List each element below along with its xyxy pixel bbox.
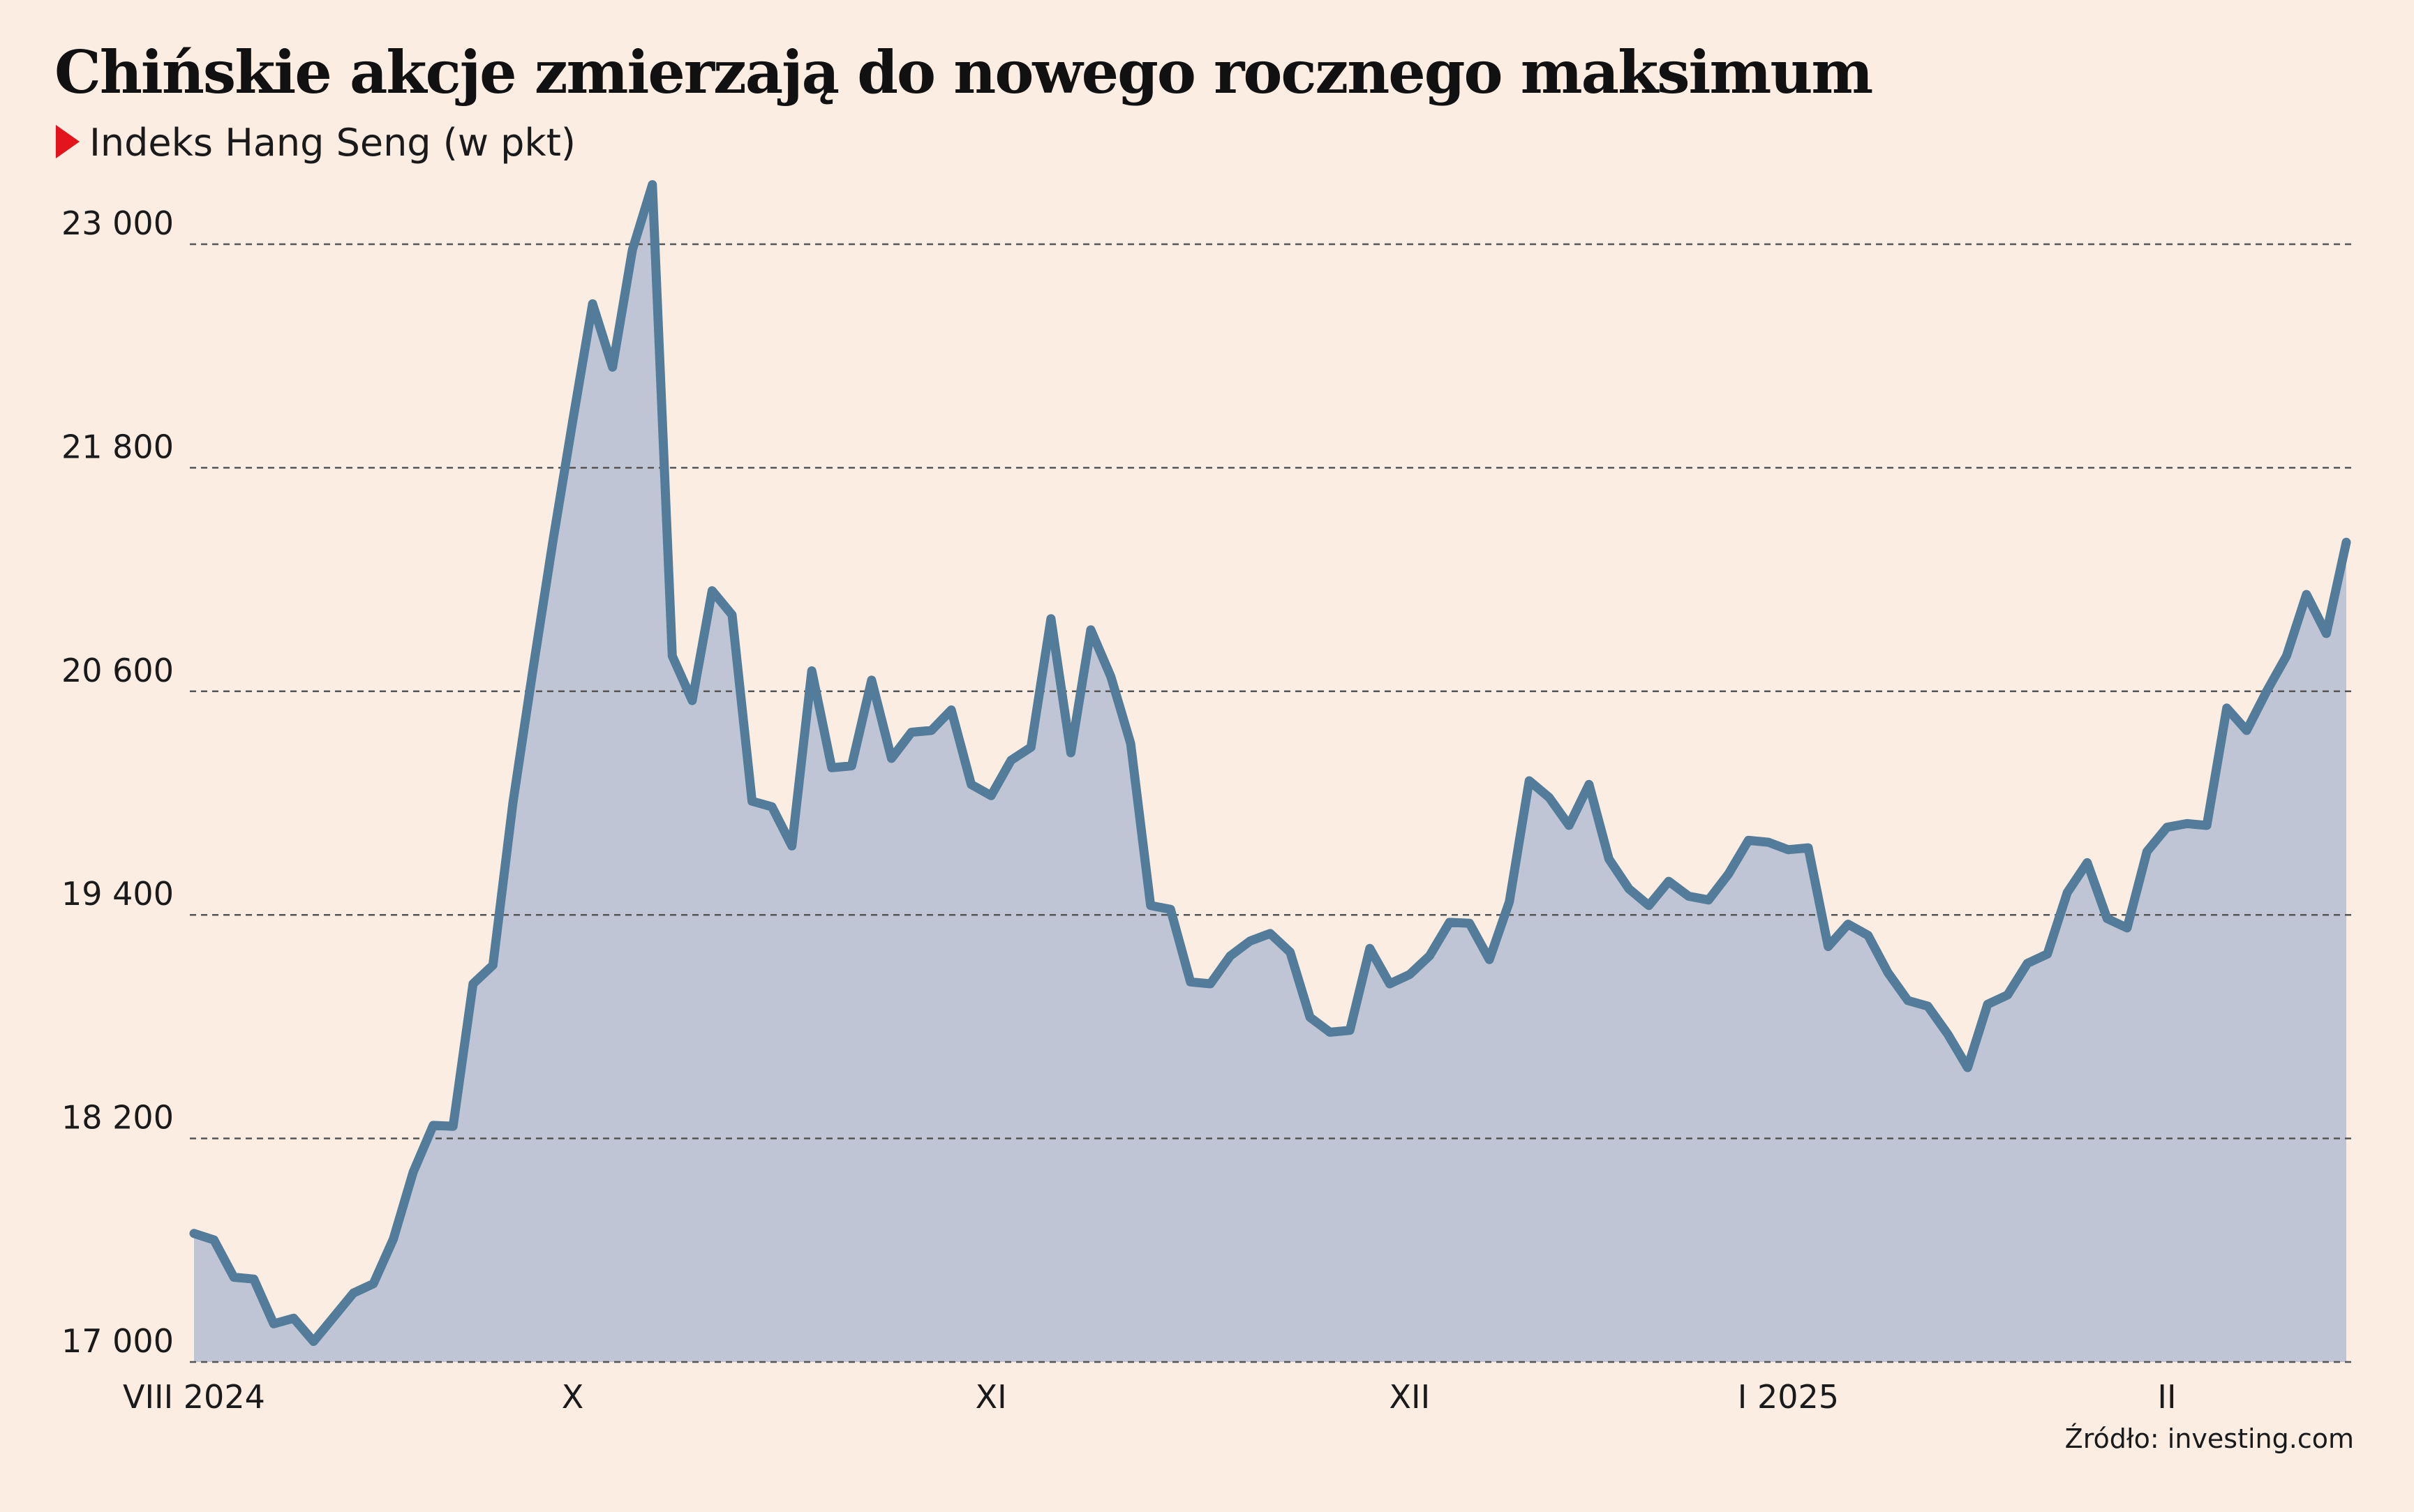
x-tick-label-0: VIII 2024 xyxy=(123,1378,265,1416)
source-note: Źródło: investing.com xyxy=(2064,1423,2354,1454)
x-tick-label-3: XII xyxy=(1389,1378,1431,1416)
y-tick-label-4: 21 800 xyxy=(61,428,174,465)
y-tick-label-3: 20 600 xyxy=(61,652,174,689)
area-fill xyxy=(194,184,2346,1363)
x-tick-label-2: XI xyxy=(976,1378,1007,1416)
x-tick-label-5: II xyxy=(2157,1378,2176,1416)
y-tick-label-5: 23 000 xyxy=(61,204,174,242)
y-tick-label-2: 19 400 xyxy=(61,875,174,913)
series-line xyxy=(189,180,2351,1347)
chart-subtitle: Indeks Hang Seng (w pkt) xyxy=(56,124,576,162)
subtitle-marker-triangle-icon xyxy=(56,125,80,158)
x-tick-label-1: X xyxy=(562,1378,584,1416)
y-tick-label-1: 18 200 xyxy=(61,1099,174,1137)
chart-title: Chińskie akcje zmierzają do nowego roczn… xyxy=(54,38,1873,107)
x-tick-label-4: I 2025 xyxy=(1738,1378,1839,1416)
chart-subtitle-text: Indeks Hang Seng (w pkt) xyxy=(89,121,576,165)
y-tick-label-0: 17 000 xyxy=(61,1322,174,1360)
